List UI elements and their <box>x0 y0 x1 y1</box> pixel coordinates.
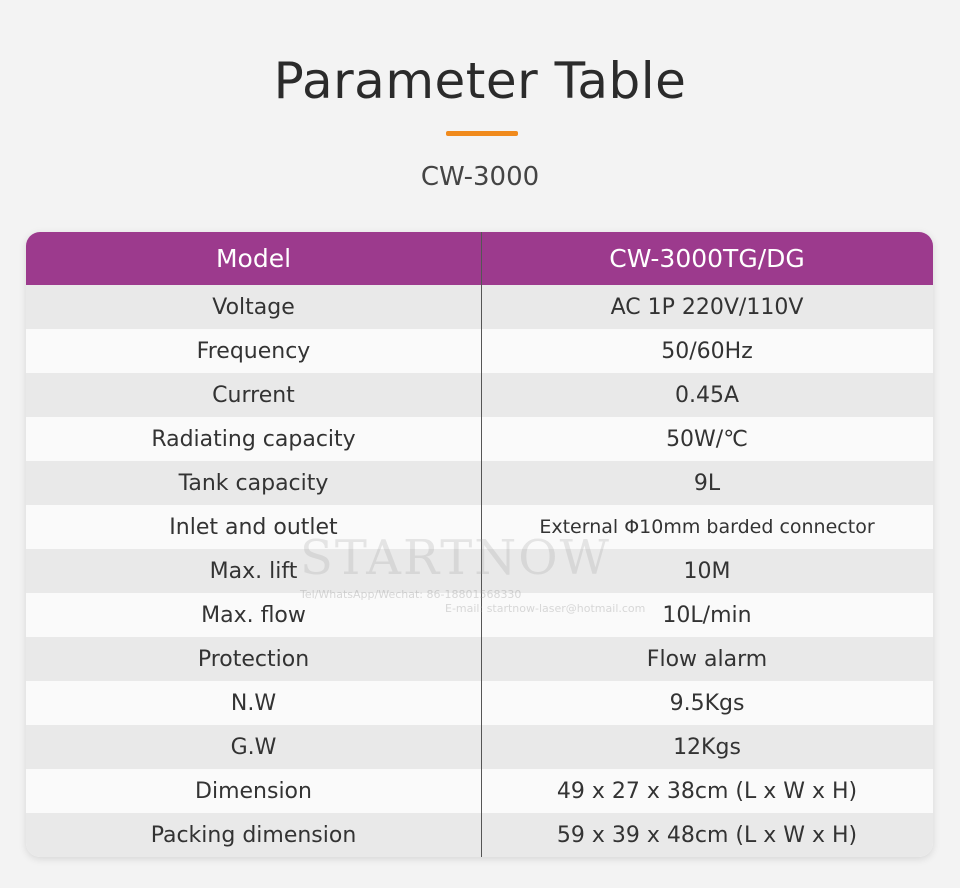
row-value: 9L <box>693 470 721 496</box>
row-label: Voltage <box>212 294 295 320</box>
table-row: Frequency 50/60Hz <box>26 329 933 373</box>
page-title: Parameter Table <box>273 52 687 110</box>
row-label: Frequency <box>196 338 311 364</box>
table-row: Current 0.45A <box>26 373 933 417</box>
table-row: Voltage AC 1P 220V/110V <box>26 285 933 329</box>
table-row: Dimension 49 x 27 x 38cm (L x W x H) <box>26 769 933 813</box>
row-value: 10M <box>683 558 731 584</box>
row-value: Flow alarm <box>646 646 768 672</box>
row-label: Max. flow <box>201 602 306 628</box>
row-value: 50/60Hz <box>661 338 753 364</box>
row-label: Protection <box>197 646 310 672</box>
table-row: Protection Flow alarm <box>26 637 933 681</box>
table-header-row: Model CW-3000TG/DG <box>26 232 933 285</box>
table-row: Tank capacity 9L <box>26 461 933 505</box>
row-value: 9.5Kgs <box>669 690 745 716</box>
header-cell-model-value: CW-3000TG/DG <box>609 244 805 273</box>
row-value: 12Kgs <box>673 734 741 760</box>
table-row: Max. flow 10L/min <box>26 593 933 637</box>
row-label: Dimension <box>195 778 312 804</box>
row-label: Radiating capacity <box>151 426 356 452</box>
table-row: G.W 12Kgs <box>26 725 933 769</box>
table-row: Inlet and outlet External Φ10mm barded c… <box>26 505 933 549</box>
row-label: Max. lift <box>209 558 298 584</box>
row-value: External Φ10mm barded connector <box>539 516 875 538</box>
title-underline <box>446 131 518 136</box>
table-row: N.W 9.5Kgs <box>26 681 933 725</box>
row-label: G.W <box>230 734 277 760</box>
row-value: 0.45A <box>674 382 740 408</box>
row-label: Packing dimension <box>150 822 357 848</box>
header-cell-model: Model <box>215 244 292 273</box>
table-row: Packing dimension 59 x 39 x 48cm (L x W … <box>26 813 933 857</box>
row-label: Tank capacity <box>178 470 329 496</box>
row-value: 50W/℃ <box>666 426 748 452</box>
row-value: AC 1P 220V/110V <box>610 294 804 320</box>
row-value: 49 x 27 x 38cm (L x W x H) <box>556 778 858 804</box>
column-divider <box>481 232 482 857</box>
table-row: Radiating capacity 50W/℃ <box>26 417 933 461</box>
row-label: Current <box>212 382 295 408</box>
page-subtitle: CW-3000 <box>420 162 540 192</box>
row-value: 10L/min <box>662 602 752 628</box>
row-label: N.W <box>230 690 277 716</box>
table-row: Max. lift 10M <box>26 549 933 593</box>
row-label: Inlet and outlet <box>169 514 338 540</box>
row-value: 59 x 39 x 48cm (L x W x H) <box>556 822 858 848</box>
parameter-table: Model CW-3000TG/DG Voltage AC 1P 220V/11… <box>26 232 933 857</box>
